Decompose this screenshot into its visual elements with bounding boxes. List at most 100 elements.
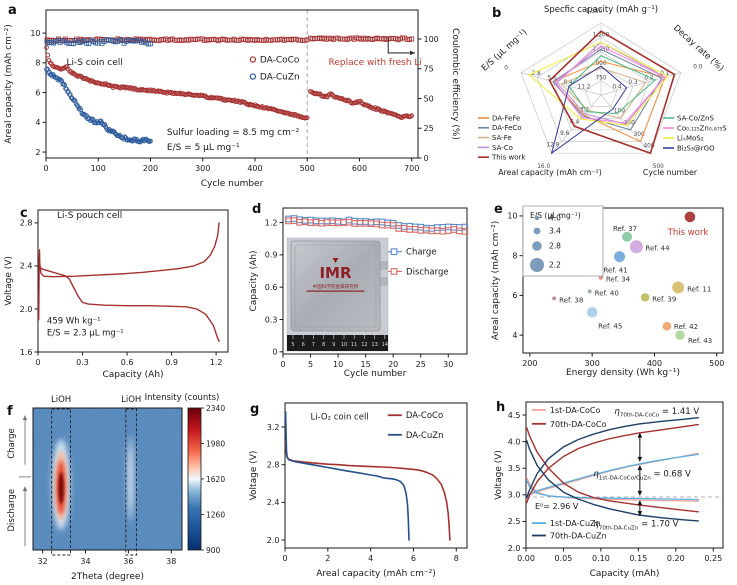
svg-text:6: 6 [35, 88, 40, 97]
svg-text:0.3: 0.3 [265, 315, 278, 324]
series-Discharge [285, 217, 469, 235]
radar-series-Co₀.₁₂₅Zn₀.₈₇₅S [554, 45, 666, 124]
svg-text:2.8: 2.8 [531, 71, 541, 77]
chart-g-lio2: 0 2 4 6 8 Areal capacity (mAh cm⁻²) 2.0 2.4 2.8 3… [249, 402, 468, 579]
svg-text:DA-FeCo: DA-FeCo [492, 124, 522, 132]
svg-text:12: 12 [361, 342, 367, 348]
legend-box: E/S (μL mg⁻¹)4.0 3.4 2.8 2.2 [522, 205, 604, 277]
svg-text:38: 38 [166, 557, 176, 566]
svg-text:300: 300 [195, 164, 210, 173]
svg-text:0: 0 [424, 154, 429, 163]
chart-e-bubble: 200 300 400 500 Energy density (Wh kg⁻¹) 4 6 8 1… [491, 205, 724, 378]
svg-text:Replace with fresh Li: Replace with fresh Li [329, 58, 422, 68]
svg-text:0: 0 [35, 358, 40, 367]
svg-text:Ref. 44: Ref. 44 [645, 245, 670, 253]
axes: 0 2 4 6 8 Areal capacity (mAh cm⁻²) 2.0 2.4 2.8 3… [249, 402, 468, 579]
svg-text:6: 6 [411, 554, 416, 563]
legend: DA-CoCo DA-CuZn [387, 411, 443, 441]
svg-text:Cycle number: Cycle number [201, 179, 264, 189]
svg-text:11: 11 [351, 342, 357, 348]
radar-series-SA-Co [556, 41, 666, 125]
svg-text:Coulombic efficiency (%): Coulombic efficiency (%) [450, 28, 460, 140]
svg-text:1st-DA-CoCo: 1st-DA-CoCo [550, 406, 601, 415]
chart-b-radar: 7509001,0501,2001,3500.40.30.20.10.01002… [478, 5, 727, 177]
radar-legend: DA-FeFe DA-FeCo SA-Fe SA-Co This work [478, 114, 526, 162]
svg-text:Ref. 42: Ref. 42 [674, 323, 698, 331]
svg-text:2Theta (degree): 2Theta (degree) [71, 572, 144, 582]
svg-text:0: 0 [43, 164, 48, 173]
svg-text:500: 500 [709, 359, 724, 368]
svg-text:25: 25 [416, 360, 426, 369]
svg-text:10: 10 [30, 29, 40, 38]
svg-text:8.4: 8.4 [563, 80, 573, 86]
svg-text:This work: This work [491, 154, 526, 162]
panel-label-b: b [492, 6, 502, 21]
svg-text:36: 36 [123, 557, 133, 566]
panel-e: 200 300 400 500 Energy density (Wh kg⁻¹) 4 6 8 1… [490, 178, 737, 380]
svg-text:600: 600 [352, 164, 367, 173]
svg-text:Voltage (V): Voltage (V) [494, 450, 504, 500]
radar-series-This work [548, 30, 676, 155]
chart-c-pouch-voltage: 0 0.3 0.6 0.9 1.2 Capacity (Ah) 1.6 2.0 2.4 2.8 Vo… [4, 209, 229, 380]
series-DA-CuZn [284, 411, 410, 541]
pouch-tab [379, 261, 388, 270]
svg-text:0.9: 0.9 [265, 251, 278, 260]
svg-text:9: 9 [332, 342, 335, 348]
svg-text:0.2: 0.2 [644, 76, 654, 82]
svg-text:0.10: 0.10 [592, 554, 610, 563]
panel-label-e: e [494, 202, 503, 217]
svg-text:8: 8 [454, 554, 459, 563]
svg-text:400: 400 [647, 359, 662, 368]
svg-text:E/S (μL mg⁻¹): E/S (μL mg⁻¹) [530, 211, 581, 220]
svg-text:32: 32 [38, 557, 48, 566]
svg-text:SA-Co: SA-Co [492, 144, 513, 152]
svg-text:Sulfur loading = 8.5 mg cm⁻²: Sulfur loading = 8.5 mg cm⁻² [167, 128, 300, 138]
svg-text:Bi₂S₃@rGO: Bi₂S₃@rGO [677, 144, 715, 152]
svg-text:0: 0 [504, 66, 508, 72]
radar-series-SA-Fe [560, 67, 647, 119]
svg-text:DA-CuZn: DA-CuZn [260, 73, 300, 83]
svg-text:This work: This work [667, 228, 709, 238]
svg-text:2.8: 2.8 [20, 219, 33, 228]
svg-text:2.4: 2.4 [267, 498, 280, 507]
svg-text:100: 100 [91, 164, 106, 173]
svg-text:Areal capacity (mAh cm⁻²): Areal capacity (mAh cm⁻²) [4, 24, 14, 144]
svg-text:E/S = 2.3 μL mg⁻¹: E/S = 2.3 μL mg⁻¹ [47, 329, 124, 339]
series-DA-CoCo [284, 439, 451, 541]
svg-text:Ref. 39: Ref. 39 [652, 295, 676, 303]
svg-text:Specfic capacity (mAh g⁻¹): Specfic capacity (mAh g⁻¹) [544, 5, 658, 15]
svg-text:Capacity (Ah): Capacity (Ah) [102, 370, 163, 380]
svg-text:0.20: 0.20 [667, 554, 685, 563]
panel-h: 0.00 0.05 0.10 0.15 0.20 0.25 Capacity (mAh) 2.… [490, 380, 737, 585]
svg-text:25: 25 [424, 124, 434, 133]
svg-text:0.3: 0.3 [628, 80, 638, 86]
svg-text:0.9: 0.9 [165, 358, 178, 367]
series-DA-CuZn-CE [44, 37, 153, 47]
svg-text:3.0: 3.0 [508, 491, 521, 500]
axes: 0 0.3 0.6 0.9 1.2 Capacity (Ah) 1.6 2.0 2.4 2.8 Vo… [4, 209, 229, 380]
svg-text:0.6: 0.6 [265, 283, 278, 292]
svg-text:750: 750 [595, 76, 606, 82]
svg-text:10: 10 [341, 342, 347, 348]
svg-text:Cycle number: Cycle number [344, 369, 407, 379]
svg-text:400: 400 [247, 164, 262, 173]
svg-text:10: 10 [333, 360, 343, 369]
radar-series-Bi₂S₃@rGO [550, 65, 628, 155]
svg-text:Areal capacity (mAh cm⁻²): Areal capacity (mAh cm⁻²) [498, 168, 602, 177]
svg-text:2.8: 2.8 [267, 460, 280, 469]
svg-text:1.6: 1.6 [20, 348, 33, 357]
svg-text:1,350: 1,350 [586, 9, 603, 15]
svg-text:75: 75 [424, 65, 434, 74]
svg-text:2.0: 2.0 [20, 305, 33, 314]
svg-text:2: 2 [325, 554, 330, 563]
svg-text:400: 400 [643, 144, 654, 150]
svg-text:900: 900 [206, 546, 221, 555]
svg-text:Ref. 45: Ref. 45 [598, 322, 622, 330]
svg-text:0.25: 0.25 [704, 554, 722, 563]
svg-text:Li-S pouch cell: Li-S pouch cell [57, 211, 122, 221]
svg-text:1,200: 1,200 [593, 32, 610, 38]
